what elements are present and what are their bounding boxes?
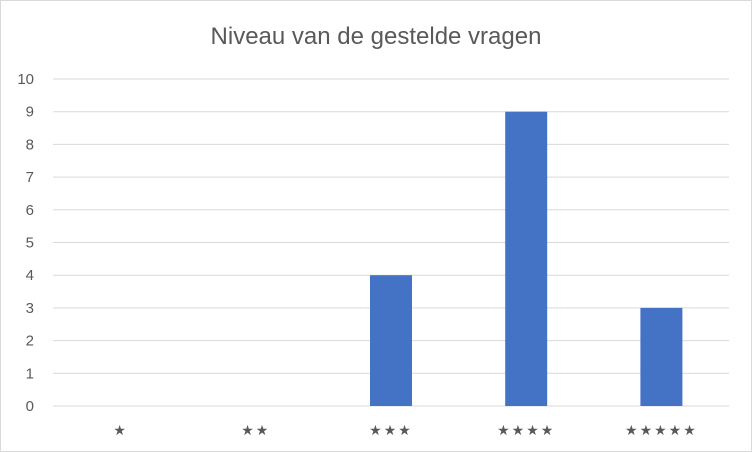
y-tick-label-8: 8 [26, 136, 34, 153]
y-tick-label-2: 2 [26, 333, 34, 350]
y-tick-label-4: 4 [26, 267, 34, 284]
y-tick-label-6: 6 [26, 202, 34, 219]
y-tick-label-1: 1 [26, 365, 34, 382]
y-tick-label-10: 10 [17, 71, 34, 88]
y-tick-label-9: 9 [26, 104, 34, 121]
bar-3 [370, 275, 412, 406]
x-category-label-3: ★★★ [369, 423, 413, 439]
y-tick-label-7: 7 [26, 169, 34, 186]
y-tick-label-5: 5 [26, 235, 34, 252]
bar-5 [640, 307, 683, 406]
x-category-label-4: ★★★★ [497, 423, 555, 439]
y-tick-label-3: 3 [26, 300, 34, 317]
bar-4 [505, 111, 548, 406]
x-category-label-2: ★★ [241, 423, 270, 439]
x-category-label-5: ★★★★★ [625, 423, 698, 439]
chart-title: Niveau van de gestelde vragen [210, 23, 542, 50]
y-tick-label-0: 0 [26, 398, 34, 415]
x-category-label-1: ★ [113, 423, 128, 439]
